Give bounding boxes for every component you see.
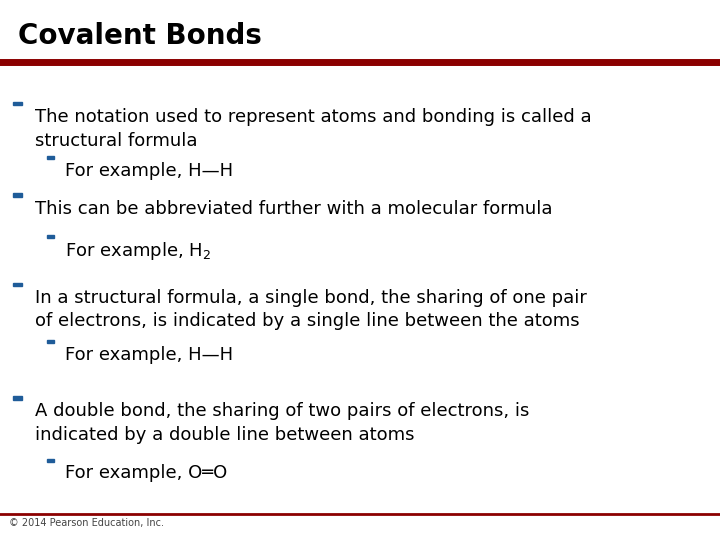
Bar: [13, 282, 22, 286]
Text: This can be abbreviated further with a molecular formula: This can be abbreviated further with a m…: [35, 200, 552, 218]
Text: Covalent Bonds: Covalent Bonds: [18, 22, 262, 50]
Text: For example, O═O: For example, O═O: [65, 464, 227, 482]
Bar: [47, 157, 54, 159]
Text: The notation used to represent atoms and bonding is called a
structural formula: The notation used to represent atoms and…: [35, 108, 591, 150]
Bar: [47, 235, 54, 238]
Bar: [13, 396, 22, 400]
Text: © 2014 Pearson Education, Inc.: © 2014 Pearson Education, Inc.: [9, 518, 163, 529]
Text: In a structural formula, a single bond, the sharing of one pair
of electrons, is: In a structural formula, a single bond, …: [35, 289, 586, 330]
Bar: [13, 193, 22, 197]
Bar: [13, 102, 22, 105]
Text: For example, H—H: For example, H—H: [65, 162, 233, 180]
Bar: [47, 459, 54, 462]
Text: A double bond, the sharing of two pairs of electrons, is
indicated by a double l: A double bond, the sharing of two pairs …: [35, 402, 529, 444]
Text: For example, H$_2$: For example, H$_2$: [65, 240, 211, 262]
Text: For example, H—H: For example, H—H: [65, 346, 233, 363]
Bar: [47, 340, 54, 343]
